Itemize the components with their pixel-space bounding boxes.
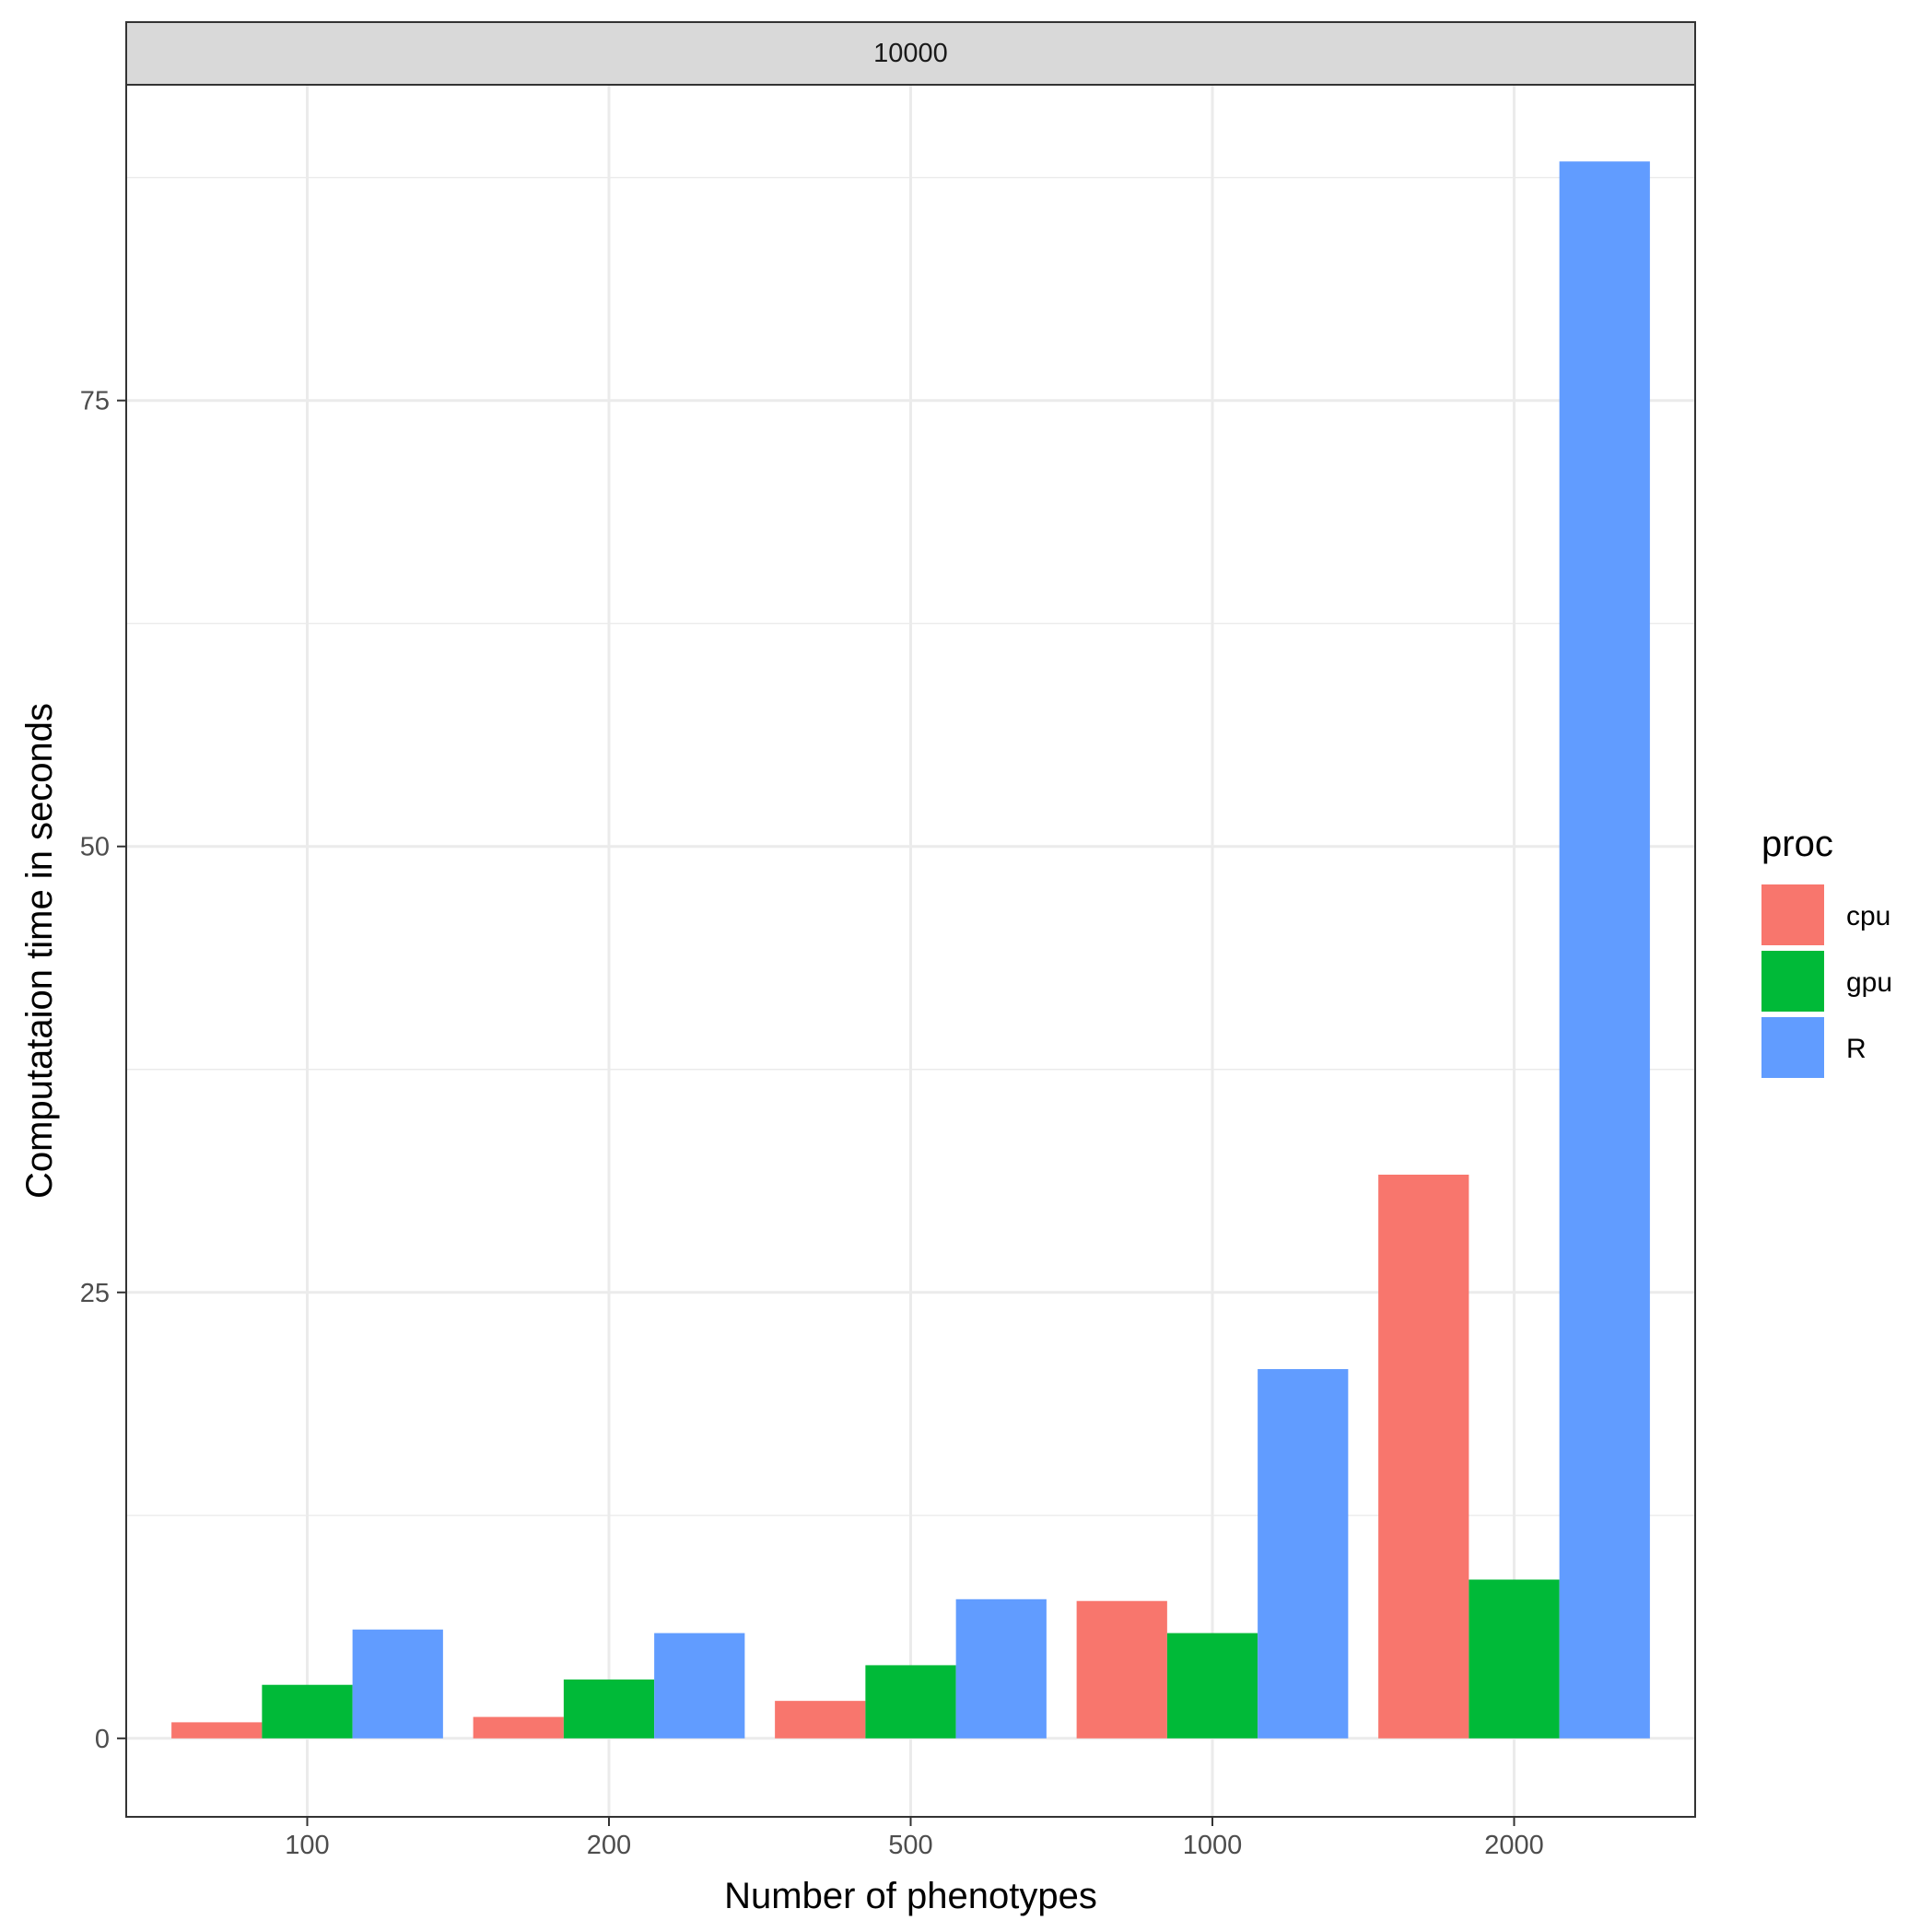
bar-r-1000 (1258, 1369, 1349, 1739)
legend-key-cpu (1761, 884, 1824, 945)
bar-cpu-500 (775, 1701, 866, 1739)
legend: proc cpu gpu R (1761, 824, 1892, 1078)
bar-r-200 (654, 1633, 745, 1739)
x-tick-label: 2000 (1484, 1831, 1544, 1860)
bar-gpu-500 (865, 1665, 956, 1739)
y-tick-label: 50 (80, 833, 110, 862)
bar-gpu-200 (563, 1679, 655, 1739)
legend-key-gpu (1761, 951, 1824, 1012)
bar-cpu-200 (473, 1716, 564, 1739)
x-axis: 100 200 500 1000 2000 (285, 1817, 1544, 1860)
bar-gpu-100 (262, 1684, 353, 1739)
bar-cpu-100 (171, 1722, 263, 1739)
y-tick-label: 75 (80, 387, 110, 416)
bar-r-500 (955, 1598, 1047, 1739)
x-tick-label: 1000 (1183, 1831, 1243, 1860)
facet-label: 10000 (873, 39, 948, 68)
x-tick-label: 500 (888, 1831, 932, 1860)
y-axis: 0 25 50 75 (80, 387, 126, 1754)
bar-r-100 (352, 1629, 443, 1739)
bars (171, 161, 1650, 1739)
legend-label-gpu: gpu (1846, 967, 1892, 998)
x-tick-label: 100 (285, 1831, 329, 1860)
bar-gpu-2000 (1469, 1579, 1560, 1739)
y-tick-label: 25 (80, 1279, 110, 1308)
bar-cpu-2000 (1378, 1174, 1469, 1739)
x-tick-label: 200 (587, 1831, 631, 1860)
y-axis-title: Computataion time in seconds (19, 703, 60, 1199)
y-tick-label: 0 (95, 1725, 110, 1754)
x-axis-title: Number of phenotypes (724, 1876, 1097, 1916)
facet-strip (125, 21, 1696, 86)
legend-key-r (1761, 1017, 1824, 1078)
legend-label-cpu: cpu (1846, 901, 1890, 931)
legend-label-r: R (1846, 1034, 1867, 1064)
legend-title: proc (1761, 824, 1833, 864)
bar-cpu-1000 (1076, 1600, 1167, 1739)
bar-gpu-1000 (1166, 1633, 1258, 1739)
bar-r-2000 (1559, 161, 1650, 1739)
